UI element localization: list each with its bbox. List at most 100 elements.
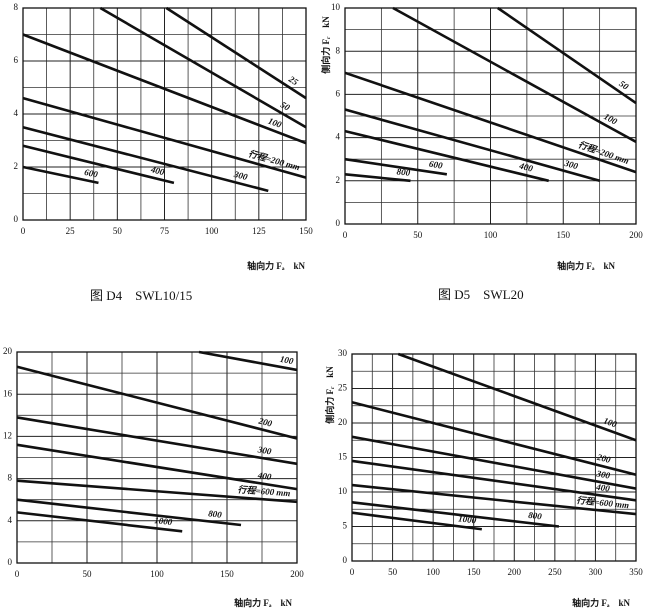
series-label: 600 [428, 159, 443, 171]
series-label: 400 [256, 470, 272, 482]
figure-caption: 图 D5 SWL20 [438, 287, 524, 302]
series-label: 1000 [458, 513, 478, 525]
series-line [392, 6, 637, 144]
x-tick-label: 0 [21, 226, 26, 236]
series-label: 300 [232, 169, 249, 182]
plot-frame [22, 7, 307, 221]
x-tick-label: 0 [350, 567, 355, 577]
series-line [16, 498, 242, 527]
y-tick-label: 6 [14, 55, 19, 65]
y-tick-label: 10 [331, 2, 341, 12]
series-label: 800 [528, 510, 543, 522]
series-label: 100 [267, 116, 284, 130]
series-line [344, 173, 411, 183]
x-tick-label: 250 [548, 567, 562, 577]
plot-frame [344, 7, 637, 225]
series-line [351, 459, 637, 502]
series-line [351, 511, 482, 531]
x-tick-label: 25 [66, 226, 76, 236]
series-label: 800 [396, 166, 411, 177]
series-line [344, 129, 550, 183]
x-tick-label: 0 [15, 569, 20, 579]
y-tick-label: 4 [8, 515, 13, 525]
series-label: 200 [595, 452, 612, 465]
x-tick-label: 150 [220, 569, 234, 579]
series-line [22, 144, 175, 185]
series-line [22, 125, 269, 193]
x-axis-label: 轴向力 Fₐ kN [247, 260, 305, 271]
x-tick-label: 100 [426, 567, 440, 577]
y-tick-label: 2 [14, 161, 19, 171]
series-line [351, 435, 637, 490]
y-axis-label: 侧向力 Fᵣ kN [324, 366, 335, 424]
series-label: 600 [83, 167, 99, 180]
series-label: 300 [562, 158, 579, 172]
y-tick-label: 25 [338, 383, 348, 393]
y-tick-label: 5 [343, 521, 348, 531]
x-tick-label: 100 [150, 569, 164, 579]
y-tick-label: 4 [14, 108, 19, 118]
y-tick-label: 8 [336, 45, 341, 55]
x-tick-label: 50 [113, 226, 123, 236]
y-tick-label: 0 [336, 218, 341, 228]
y-tick-label: 8 [14, 2, 19, 12]
y-tick-label: 30 [338, 348, 348, 358]
series-line [165, 6, 307, 100]
chart: 0 50 100 150 200 0 4 8 12 16 20 100 200 300 400 行程=600 … [3, 346, 304, 608]
series-label: 200 [257, 415, 274, 428]
series-line [22, 96, 307, 179]
x-tick-label: 350 [629, 567, 643, 577]
series-line [16, 479, 298, 504]
y-tick-label: 15 [338, 452, 348, 462]
series-line [397, 352, 637, 442]
figure-caption: 图 D4 SWL10/15 [90, 288, 192, 303]
x-tick-label: 200 [508, 567, 522, 577]
x-tick-label: 300 [589, 567, 603, 577]
y-tick-label: 6 [336, 88, 341, 98]
x-tick-label: 125 [252, 226, 266, 236]
series-line [351, 483, 637, 516]
series-label: 300 [256, 444, 272, 456]
x-axis-label: 轴向力 Fₐ kN [572, 597, 630, 608]
y-tick-label: 20 [338, 417, 348, 427]
x-tick-label: 50 [413, 230, 423, 240]
y-tick-label: 0 [343, 555, 348, 565]
series-line [16, 511, 183, 533]
series-line [344, 157, 448, 176]
x-tick-label: 150 [299, 226, 313, 236]
series-line [16, 416, 298, 466]
series-line [16, 365, 298, 440]
series-label: 800 [208, 508, 223, 520]
series-label: 400 [149, 164, 166, 177]
series-label: 50 [279, 99, 292, 112]
plot-frame [16, 351, 298, 564]
y-tick-label: 0 [14, 214, 19, 224]
y-tick-label: 0 [8, 557, 13, 567]
x-tick-label: 50 [83, 569, 93, 579]
y-tick-label: 2 [336, 175, 341, 185]
series-line [99, 6, 307, 129]
series-label: 1000 [154, 515, 174, 527]
x-tick-label: 150 [557, 230, 571, 240]
series-label: 行程=600 mm [237, 484, 290, 498]
series-line [344, 108, 600, 183]
x-tick-label: 50 [388, 567, 398, 577]
series-label: 50 [617, 78, 630, 92]
series-line [351, 501, 560, 528]
series-label: 400 [595, 482, 611, 494]
x-tick-label: 200 [290, 569, 304, 579]
y-axis-label: 侧向力 Fᵣ kN [320, 16, 331, 74]
series-line [16, 443, 298, 491]
y-tick-label: 12 [3, 430, 12, 440]
x-tick-label: 100 [484, 230, 498, 240]
x-tick-label: 75 [160, 226, 170, 236]
y-tick-label: 20 [3, 346, 13, 356]
x-tick-label: 150 [467, 567, 481, 577]
series-line [344, 71, 637, 174]
plot-frame [351, 353, 637, 562]
x-axis-label: 轴向力 Fₐ kN [234, 597, 292, 608]
x-tick-label: 200 [629, 230, 643, 240]
